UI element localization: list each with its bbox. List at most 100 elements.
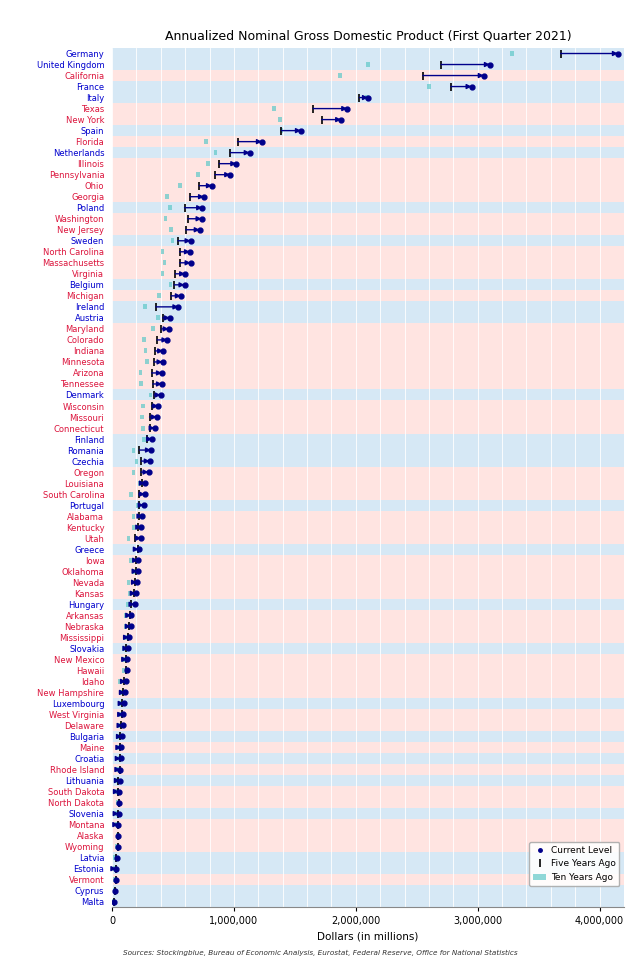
Bar bbox=[116, 734, 120, 739]
Bar bbox=[169, 282, 172, 287]
Bar bbox=[118, 679, 122, 684]
Bar bbox=[139, 547, 143, 552]
Bar bbox=[112, 324, 624, 334]
Bar bbox=[112, 312, 624, 324]
Bar bbox=[141, 425, 145, 430]
Bar bbox=[112, 687, 624, 698]
Bar bbox=[112, 577, 624, 588]
Bar bbox=[118, 701, 122, 706]
Bar bbox=[272, 107, 276, 111]
Bar bbox=[139, 381, 143, 387]
Bar bbox=[112, 885, 624, 897]
Bar bbox=[115, 789, 118, 794]
Bar bbox=[156, 316, 159, 321]
Bar bbox=[280, 128, 284, 133]
Bar bbox=[148, 393, 152, 397]
Bar bbox=[112, 720, 624, 731]
Bar bbox=[214, 150, 218, 156]
Bar bbox=[151, 326, 155, 331]
Bar bbox=[131, 469, 135, 474]
Bar bbox=[129, 492, 132, 496]
Bar bbox=[112, 301, 624, 312]
Bar bbox=[112, 268, 624, 279]
Bar bbox=[112, 852, 624, 863]
Bar bbox=[122, 668, 125, 673]
Bar bbox=[131, 447, 135, 452]
Bar bbox=[112, 169, 624, 180]
Bar bbox=[127, 580, 131, 585]
Bar bbox=[112, 467, 624, 478]
Bar bbox=[143, 437, 146, 442]
Bar bbox=[157, 294, 161, 299]
Bar bbox=[112, 841, 624, 852]
Bar bbox=[338, 73, 342, 78]
Bar bbox=[161, 272, 164, 276]
Bar bbox=[112, 180, 624, 191]
Bar bbox=[140, 415, 144, 420]
Bar bbox=[112, 643, 624, 654]
Bar bbox=[112, 808, 624, 819]
Title: Annualized Nominal Gross Domestic Product (First Quarter 2021): Annualized Nominal Gross Domestic Produc… bbox=[164, 30, 572, 42]
Bar bbox=[112, 400, 624, 412]
Bar bbox=[112, 521, 624, 533]
Bar bbox=[112, 665, 624, 676]
Bar bbox=[510, 51, 514, 56]
Bar bbox=[112, 555, 624, 565]
Bar bbox=[165, 194, 169, 199]
Bar bbox=[124, 635, 127, 639]
Bar bbox=[112, 489, 624, 499]
Bar bbox=[112, 125, 624, 136]
Bar bbox=[112, 456, 624, 467]
Bar bbox=[112, 610, 624, 621]
Bar bbox=[113, 888, 116, 893]
Bar bbox=[143, 304, 147, 309]
Bar bbox=[112, 731, 624, 742]
Bar bbox=[170, 238, 174, 243]
Text: Sources: Stockingblue, Bureau of Economic Analysis, Eurostat, Federal Reserve, O: Sources: Stockingblue, Bureau of Economi… bbox=[123, 950, 517, 956]
Bar bbox=[115, 811, 119, 816]
Bar bbox=[112, 830, 624, 841]
Bar bbox=[112, 290, 624, 301]
Bar bbox=[112, 753, 624, 764]
Bar bbox=[115, 822, 118, 828]
Bar bbox=[129, 590, 132, 596]
Bar bbox=[144, 348, 147, 353]
Bar bbox=[115, 778, 118, 783]
Bar bbox=[163, 260, 166, 265]
Bar bbox=[112, 279, 624, 290]
Bar bbox=[112, 797, 624, 808]
Bar bbox=[127, 536, 131, 540]
Bar bbox=[112, 897, 624, 907]
Bar bbox=[112, 676, 624, 687]
Legend: Current Level, Five Years Ago, Ten Years Ago: Current Level, Five Years Ago, Ten Years… bbox=[529, 842, 620, 885]
Bar bbox=[136, 503, 140, 508]
Bar bbox=[161, 250, 164, 254]
Bar bbox=[112, 136, 624, 147]
Bar bbox=[112, 114, 624, 125]
Bar bbox=[112, 654, 624, 665]
Bar bbox=[112, 422, 624, 434]
Bar bbox=[112, 390, 624, 400]
Bar bbox=[112, 499, 624, 511]
Bar bbox=[126, 602, 129, 607]
Bar bbox=[112, 158, 624, 169]
Bar bbox=[112, 632, 624, 643]
Bar bbox=[122, 657, 125, 661]
Bar bbox=[112, 257, 624, 268]
Bar bbox=[112, 819, 624, 830]
Bar bbox=[132, 568, 136, 574]
Bar bbox=[112, 764, 624, 775]
Bar bbox=[112, 334, 624, 346]
Bar bbox=[112, 70, 624, 81]
Bar bbox=[112, 565, 624, 577]
X-axis label: Dollars (in millions): Dollars (in millions) bbox=[317, 932, 419, 942]
Bar bbox=[112, 478, 624, 489]
Bar bbox=[164, 216, 168, 221]
Bar bbox=[134, 459, 138, 464]
Bar bbox=[112, 900, 115, 904]
Bar bbox=[112, 444, 624, 456]
Bar bbox=[112, 368, 624, 378]
Bar bbox=[139, 371, 143, 375]
Bar bbox=[112, 103, 624, 114]
Bar bbox=[131, 525, 135, 530]
